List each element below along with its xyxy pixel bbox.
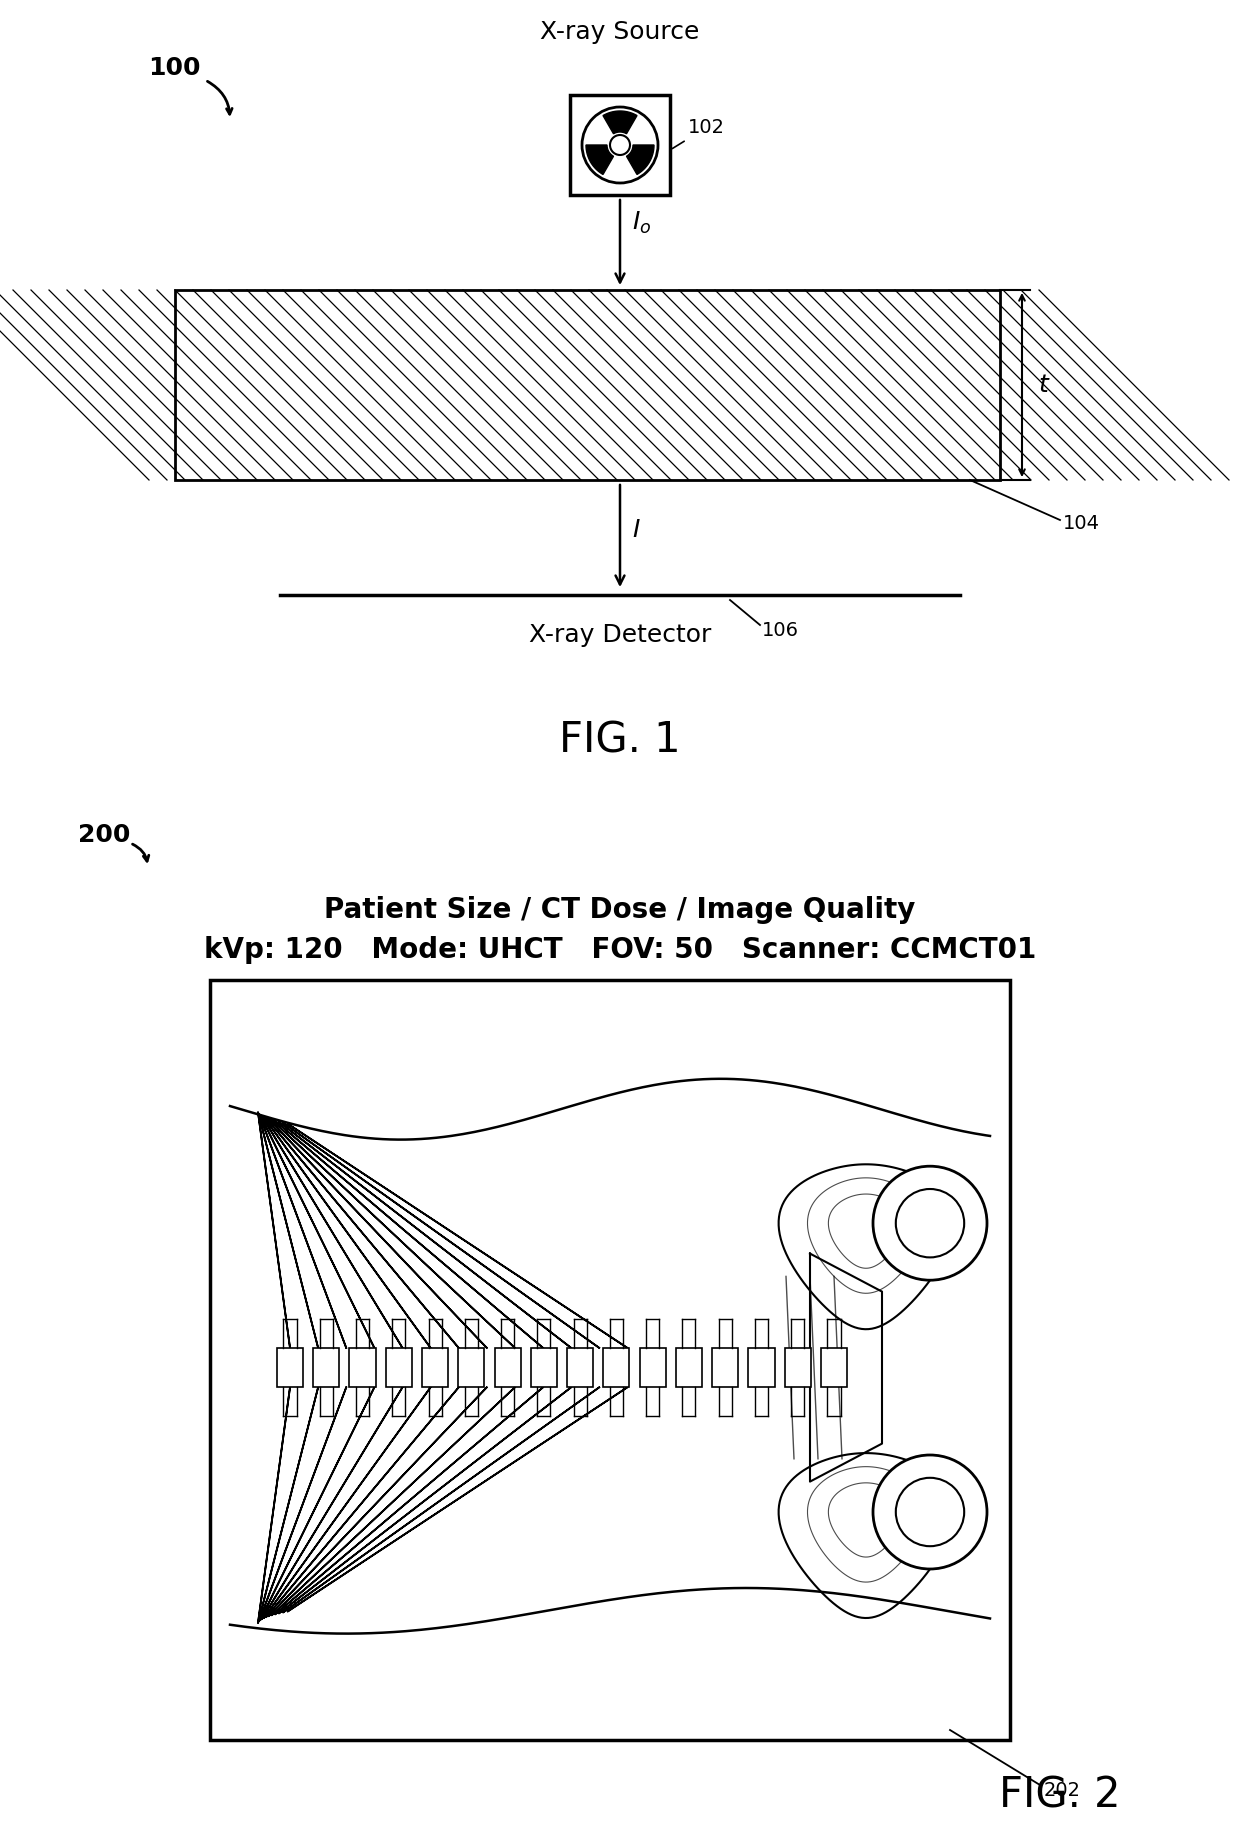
Bar xyxy=(314,1348,340,1388)
Bar xyxy=(604,1348,630,1388)
Bar xyxy=(459,1348,485,1388)
Bar xyxy=(821,1348,847,1388)
Bar xyxy=(386,1348,412,1388)
Text: 200: 200 xyxy=(78,823,130,847)
Text: X-ray Detector: X-ray Detector xyxy=(528,622,712,646)
Polygon shape xyxy=(603,110,637,134)
Bar xyxy=(350,1348,376,1388)
Polygon shape xyxy=(626,145,653,175)
Bar xyxy=(712,1348,738,1388)
Bar xyxy=(210,979,1011,1740)
Bar xyxy=(495,1348,521,1388)
Text: $I_o$: $I_o$ xyxy=(632,210,651,236)
Bar xyxy=(676,1348,702,1388)
Circle shape xyxy=(873,1165,987,1279)
Bar xyxy=(175,291,999,481)
Circle shape xyxy=(582,107,658,182)
Text: I: I xyxy=(632,517,640,541)
Text: FIG. 2: FIG. 2 xyxy=(999,1775,1121,1815)
Polygon shape xyxy=(587,145,614,175)
Text: 102: 102 xyxy=(672,118,725,149)
Bar xyxy=(785,1348,811,1388)
Text: t: t xyxy=(1038,374,1048,398)
Circle shape xyxy=(895,1478,965,1546)
Text: 202: 202 xyxy=(1044,1780,1081,1799)
Text: 100: 100 xyxy=(148,55,201,79)
Circle shape xyxy=(895,1189,965,1257)
Bar xyxy=(422,1348,448,1388)
Circle shape xyxy=(873,1454,987,1569)
Bar xyxy=(531,1348,557,1388)
Circle shape xyxy=(610,134,630,155)
Text: 106: 106 xyxy=(763,620,799,639)
Text: X-ray Source: X-ray Source xyxy=(541,20,699,44)
Text: FIG. 1: FIG. 1 xyxy=(559,720,681,760)
Text: 104: 104 xyxy=(1063,514,1100,532)
Bar xyxy=(567,1348,593,1388)
Bar xyxy=(277,1348,303,1388)
Text: Patient Size / CT Dose / Image Quality: Patient Size / CT Dose / Image Quality xyxy=(325,897,915,924)
Bar xyxy=(749,1348,775,1388)
Bar xyxy=(570,96,670,195)
Text: kVp: 120   Mode: UHCT   FOV: 50   Scanner: CCMCT01: kVp: 120 Mode: UHCT FOV: 50 Scanner: CCM… xyxy=(203,935,1037,965)
Bar xyxy=(640,1348,666,1388)
